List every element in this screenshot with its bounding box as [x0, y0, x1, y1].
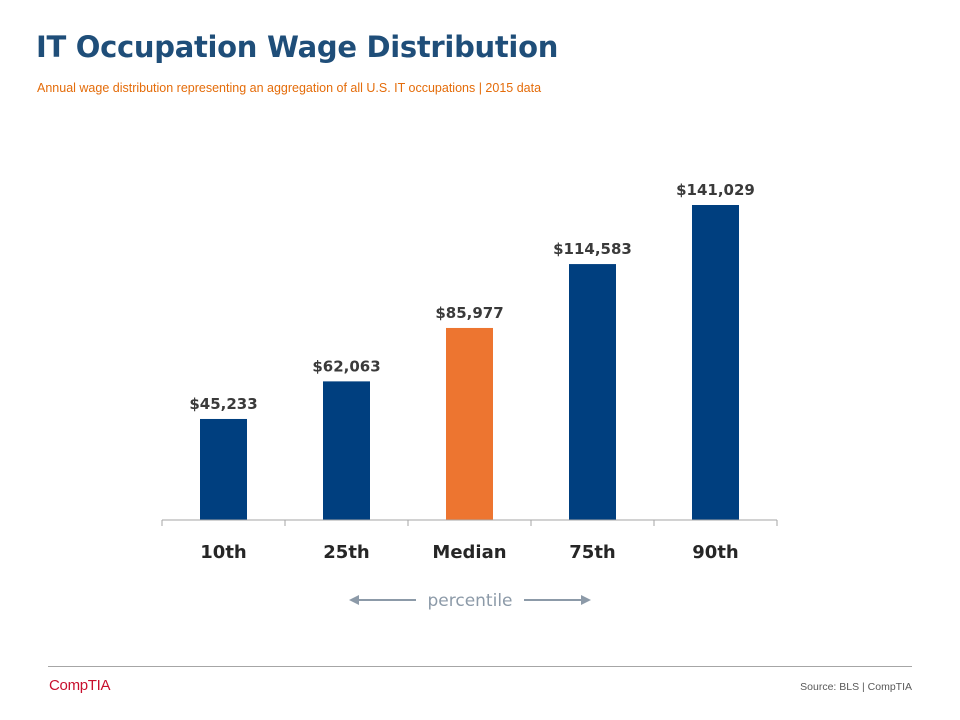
footer-divider — [48, 666, 912, 667]
percentile-label: percentile — [427, 591, 512, 611]
value-label: $45,233 — [189, 395, 257, 413]
bar-median — [446, 327, 493, 520]
category-label: Median — [432, 542, 506, 563]
category-labels-group: 10th 25th Median 75th 90th — [200, 542, 738, 563]
percentile-annotation: percentile — [349, 591, 591, 611]
page-subtitle: Annual wage distribution representing an… — [37, 81, 542, 95]
right-arrow-icon — [581, 595, 591, 605]
category-label: 75th — [569, 542, 615, 563]
value-labels-group: $45,233 $62,063 $85,977 $114,583 $141,029 — [189, 181, 755, 413]
value-label: $114,583 — [553, 240, 632, 258]
value-label: $85,977 — [435, 304, 503, 322]
bar-75th — [569, 264, 616, 520]
bar-10th — [200, 418, 247, 520]
category-label: 10th — [200, 542, 246, 563]
x-axis-ticks — [161, 520, 778, 526]
bars-group — [200, 205, 739, 520]
bar-90th — [692, 205, 739, 520]
category-label: 25th — [323, 542, 369, 563]
left-arrow-icon — [349, 595, 359, 605]
bar-25th — [323, 381, 370, 520]
comptia-logo: CompTIA — [49, 677, 111, 694]
value-label: $141,029 — [676, 181, 755, 199]
category-label: 90th — [692, 542, 738, 563]
page-title: IT Occupation Wage Distribution — [36, 30, 559, 64]
source-note: Source: BLS | CompTIA — [800, 681, 912, 693]
value-label: $62,063 — [312, 357, 380, 375]
bar-chart: $45,233 $62,063 $85,977 $114,583 $141,029 10… — [161, 181, 778, 611]
